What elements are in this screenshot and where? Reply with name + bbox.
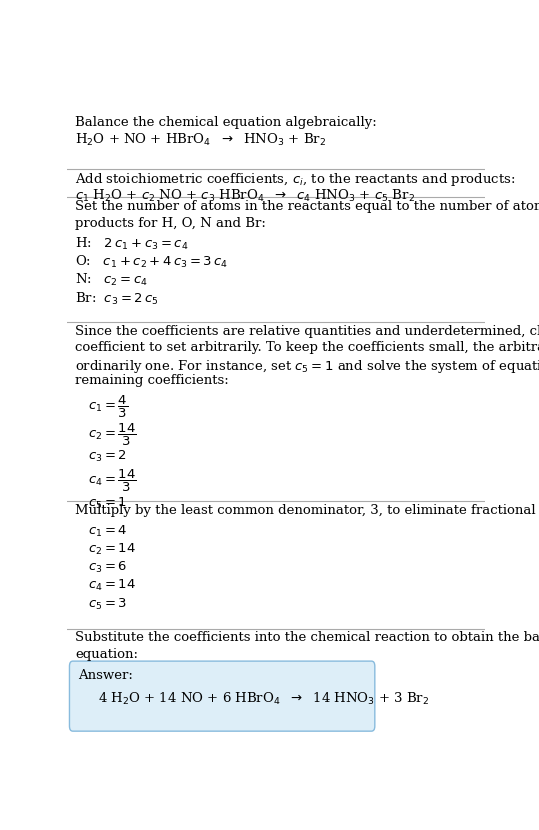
Text: Add stoichiometric coefficients, $c_i$, to the reactants and products:: Add stoichiometric coefficients, $c_i$, … xyxy=(75,171,515,188)
Text: coefficient to set arbitrarily. To keep the coefficients small, the arbitrary va: coefficient to set arbitrarily. To keep … xyxy=(75,341,539,354)
Text: ordinarily one. For instance, set $c_5 = 1$ and solve the system of equations fo: ordinarily one. For instance, set $c_5 =… xyxy=(75,358,539,375)
Text: $c_4 = 14$: $c_4 = 14$ xyxy=(88,579,136,593)
Text: $c_1 = \dfrac{4}{3}$: $c_1 = \dfrac{4}{3}$ xyxy=(88,394,128,421)
Text: Substitute the coefficients into the chemical reaction to obtain the balanced: Substitute the coefficients into the che… xyxy=(75,632,539,644)
Text: Answer:: Answer: xyxy=(78,670,133,682)
Text: $c_3 = 2$: $c_3 = 2$ xyxy=(88,449,127,464)
Text: N:   $c_2 = c_4$: N: $c_2 = c_4$ xyxy=(75,272,148,288)
Text: Set the number of atoms in the reactants equal to the number of atoms in the: Set the number of atoms in the reactants… xyxy=(75,200,539,213)
Text: $c_2 = \dfrac{14}{3}$: $c_2 = \dfrac{14}{3}$ xyxy=(88,422,137,448)
Text: Since the coefficients are relative quantities and underdetermined, choose a: Since the coefficients are relative quan… xyxy=(75,325,539,338)
Text: $c_1 = 4$: $c_1 = 4$ xyxy=(88,524,128,539)
FancyBboxPatch shape xyxy=(70,662,375,731)
Text: products for H, O, N and Br:: products for H, O, N and Br: xyxy=(75,217,266,230)
Text: $c_1$ H$_2$O + $c_2$ NO + $c_3$ HBrO$_4$  $\rightarrow$  $c_4$ HNO$_3$ + $c_5$ B: $c_1$ H$_2$O + $c_2$ NO + $c_3$ HBrO$_4$… xyxy=(75,188,415,204)
Text: equation:: equation: xyxy=(75,648,138,661)
Text: remaining coefficients:: remaining coefficients: xyxy=(75,374,229,388)
Text: Br:  $c_3 = 2\,c_5$: Br: $c_3 = 2\,c_5$ xyxy=(75,290,158,306)
Text: $c_2 = 14$: $c_2 = 14$ xyxy=(88,542,136,557)
Text: $c_5 = 3$: $c_5 = 3$ xyxy=(88,597,127,612)
Text: 4 H$_2$O + 14 NO + 6 HBrO$_4$  $\rightarrow$  14 HNO$_3$ + 3 Br$_2$: 4 H$_2$O + 14 NO + 6 HBrO$_4$ $\rightarr… xyxy=(98,691,429,707)
Text: Multiply by the least common denominator, 3, to eliminate fractional coefficient: Multiply by the least common denominator… xyxy=(75,504,539,516)
Text: $c_5 = 1$: $c_5 = 1$ xyxy=(88,496,127,510)
Text: H:   $2\,c_1 + c_3 = c_4$: H: $2\,c_1 + c_3 = c_4$ xyxy=(75,236,188,251)
Text: O:   $c_1 + c_2 + 4\,c_3 = 3\,c_4$: O: $c_1 + c_2 + 4\,c_3 = 3\,c_4$ xyxy=(75,254,228,270)
Text: Balance the chemical equation algebraically:: Balance the chemical equation algebraica… xyxy=(75,115,377,129)
Text: H$_2$O + NO + HBrO$_4$  $\rightarrow$  HNO$_3$ + Br$_2$: H$_2$O + NO + HBrO$_4$ $\rightarrow$ HNO… xyxy=(75,132,326,149)
Text: $c_4 = \dfrac{14}{3}$: $c_4 = \dfrac{14}{3}$ xyxy=(88,468,137,495)
Text: $c_3 = 6$: $c_3 = 6$ xyxy=(88,560,128,575)
